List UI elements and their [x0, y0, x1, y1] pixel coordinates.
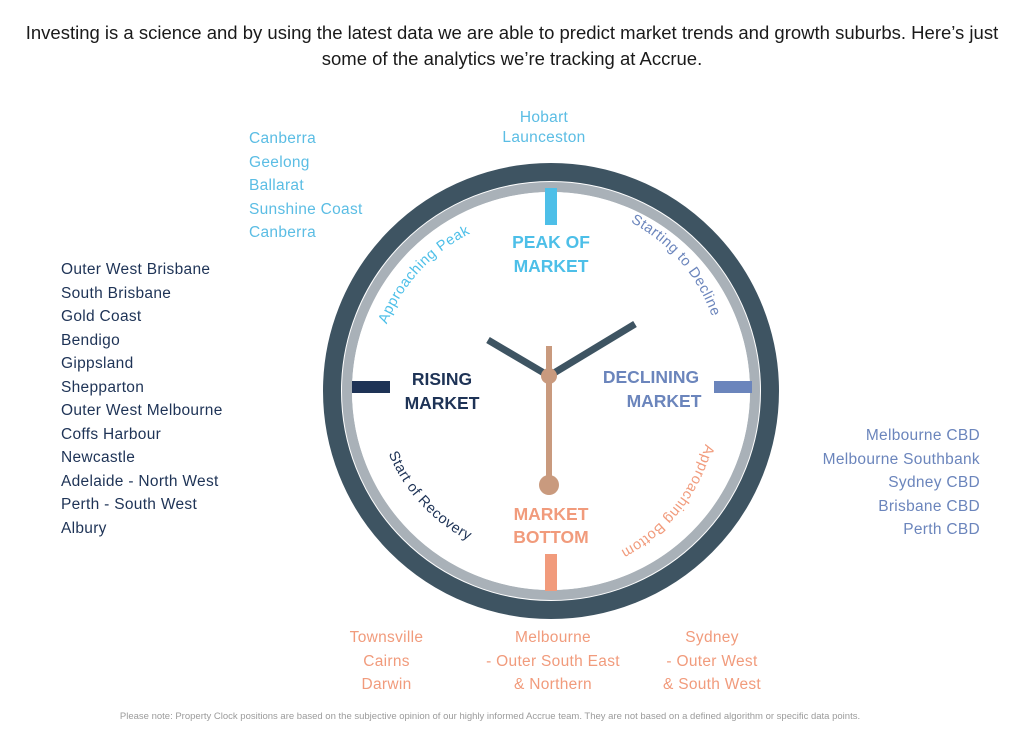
list-item: Newcastle	[61, 449, 136, 466]
list-item: Perth CBD	[903, 521, 980, 538]
peak-suburbs: Hobart Launceston	[480, 108, 608, 148]
list-item: Albury	[61, 519, 107, 537]
list-item: Sydney CBD	[888, 474, 980, 491]
bottom-marker	[545, 554, 557, 591]
clock-outer-rim	[323, 163, 779, 619]
hand-pivot	[541, 368, 557, 384]
list-item: Sunshine Coast	[249, 200, 363, 218]
approaching-bottom-suburbs-1: Townsville Cairns Darwin	[330, 626, 443, 697]
list-item: Perth - South West	[61, 496, 198, 513]
peak-label-line2: MARKET	[514, 256, 589, 276]
start-of-recovery-suburbs: Sydney - Outer West & South West	[645, 626, 779, 697]
approaching-peak-suburbs: Canberra Geelong Ballarat Sunshine Coast…	[249, 127, 363, 245]
list-item: Shepparton	[61, 378, 145, 396]
hour-hand	[486, 336, 551, 380]
rising-suburbs: Outer West Brisbane South Brisbane Gold …	[61, 258, 223, 540]
list-item: - Outer South East	[486, 652, 620, 670]
declining-marker	[714, 381, 752, 393]
bottom-label: MARKET	[514, 504, 589, 524]
list-item: Geelong	[249, 153, 310, 171]
rising-marker	[352, 381, 390, 393]
list-item: Coffs Harbour	[61, 425, 162, 443]
rising-label-line2: MARKET	[405, 393, 480, 413]
list-item: South Brisbane	[61, 284, 172, 302]
list-item: Melbourne Southbank	[822, 450, 980, 468]
list-item: Canberra	[249, 224, 317, 241]
list-item: Hobart	[519, 109, 569, 126]
list-item: Outer West Melbourne	[61, 402, 223, 419]
list-item: Melbourne CBD	[865, 427, 980, 444]
list-item: Townsville	[349, 629, 424, 646]
list-item: Ballarat	[249, 177, 304, 194]
clock-inner-rim	[342, 182, 760, 600]
list-item: Adelaide - North West	[61, 472, 219, 490]
intro-text: Investing is a science and by using the …	[25, 22, 999, 69]
bottom-label-line2: BOTTOM	[513, 527, 589, 547]
list-item: Gold Coast	[61, 308, 142, 325]
declining-label-line2: MARKET	[627, 391, 702, 411]
list-item: Sydney	[685, 629, 739, 646]
list-item: Brisbane CBD	[878, 497, 980, 515]
list-item: Gippsland	[61, 355, 134, 372]
list-item: Melbourne	[515, 629, 591, 646]
minute-hand	[547, 321, 637, 379]
market-bottom-suburbs: Melbourne - Outer South East & Northern	[465, 626, 641, 697]
list-item: Outer West Brisbane	[61, 261, 211, 278]
declining-label: DECLINING	[603, 367, 699, 387]
list-item: Canberra	[249, 130, 317, 147]
list-item: & South West	[662, 676, 762, 693]
list-item: - Outer West	[666, 652, 758, 670]
second-hand-tail	[539, 475, 559, 495]
declining-suburbs: Melbourne CBD Melbourne Southbank Sydney…	[780, 424, 980, 542]
list-item: & Northern	[514, 676, 592, 693]
list-item: Bendigo	[61, 331, 120, 349]
peak-marker	[545, 188, 557, 225]
list-item: Launceston	[502, 129, 586, 146]
list-item: Cairns	[363, 652, 410, 670]
rising-label: RISING	[412, 369, 472, 389]
list-item: Darwin	[361, 676, 412, 693]
peak-label: PEAK OF	[512, 232, 590, 252]
disclaimer-text: Please note: Property Clock positions ar…	[119, 711, 861, 722]
